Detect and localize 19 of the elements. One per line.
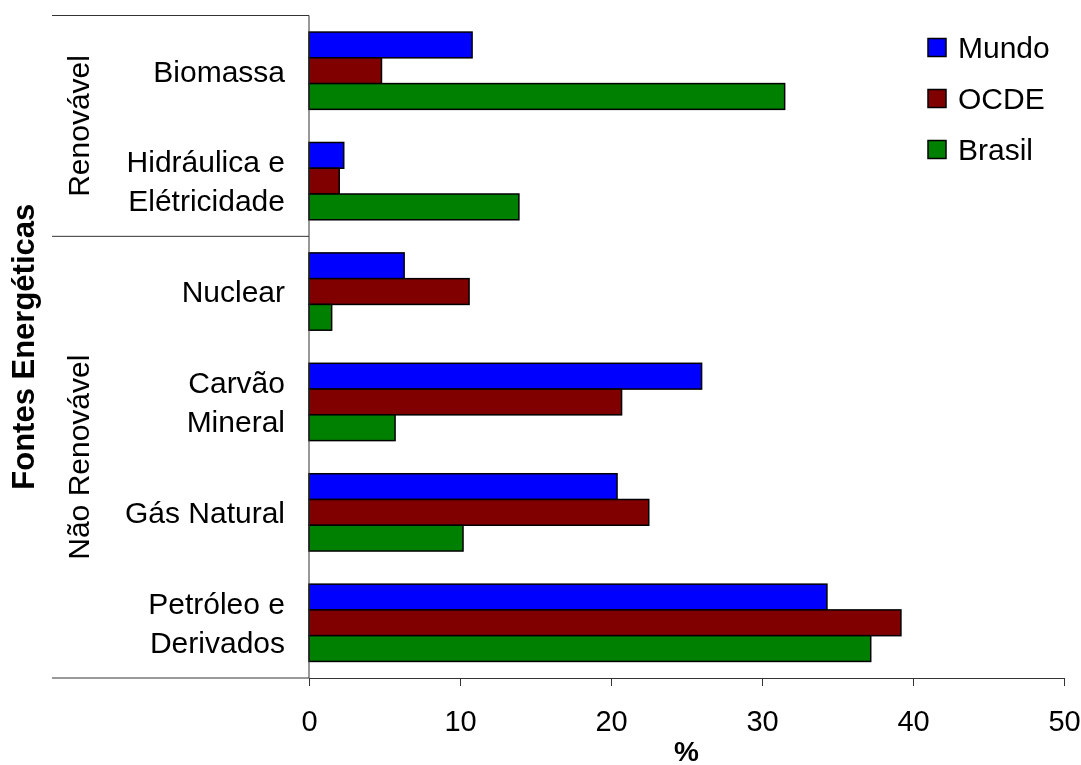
x-tick-label: 30 — [746, 704, 779, 737]
y-tick-label: Biomassa — [153, 54, 286, 88]
x-axis-title: % — [674, 736, 700, 765]
legend-label: Brasil — [958, 133, 1034, 167]
x-tick-label: 50 — [1048, 704, 1081, 737]
y-tick-label: Carvão Mineral — [186, 366, 285, 439]
x-tick-label: 10 — [444, 704, 477, 737]
x-tick-label: 0 — [301, 704, 318, 737]
x-tick-label: 20 — [595, 704, 628, 737]
y-tick-label: Petróleo e Derivados — [148, 587, 285, 660]
y-axis-title: Fontes Energéticas — [6, 203, 42, 490]
text: Renovável — [61, 55, 95, 197]
y-tick-label: Nuclear — [181, 275, 286, 309]
y-tick-label: Hidráulica e Elétricidade — [126, 145, 285, 218]
x-tick-label: 40 — [897, 704, 930, 737]
text: Não Renovável — [61, 354, 95, 560]
legend-label: Mundo — [958, 31, 1050, 65]
y-tick-label: Gás Natural — [124, 496, 285, 530]
legend-label: OCDE — [958, 82, 1045, 116]
